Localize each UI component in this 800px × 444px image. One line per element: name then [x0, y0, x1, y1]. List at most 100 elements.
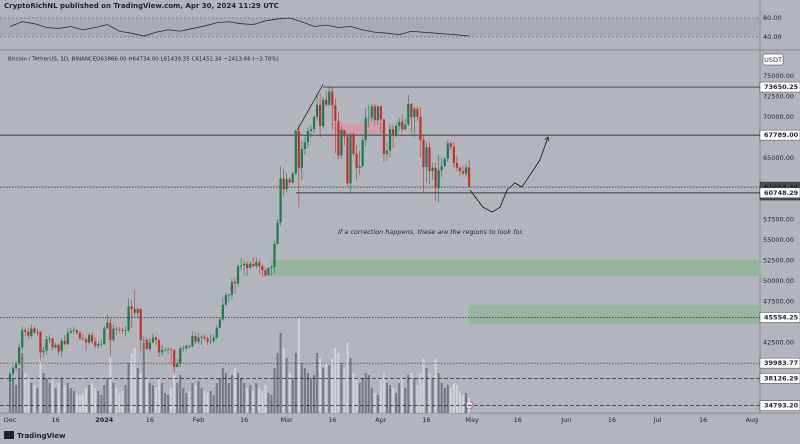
- volume-bar: [334, 348, 337, 413]
- volume-bar: [188, 391, 191, 413]
- volume-bar: [103, 385, 106, 413]
- candle-body: [404, 124, 407, 130]
- x-tick-label: Dec: [4, 416, 17, 424]
- candle-body: [391, 129, 395, 136]
- y-tick-label: 70000.00: [763, 113, 794, 121]
- volume-bar: [434, 358, 437, 413]
- x-tick-label: Aug: [745, 416, 758, 424]
- volume-bar: [182, 388, 185, 413]
- volume-bar: [118, 393, 121, 413]
- volume-bar: [465, 393, 468, 413]
- volume-bar: [398, 383, 401, 413]
- volume-bar: [45, 378, 48, 413]
- candle-body: [176, 363, 179, 368]
- candle-body: [97, 344, 100, 346]
- candle-body: [367, 117, 370, 119]
- y-tick-label: 57500.00: [763, 215, 794, 223]
- volume-bar: [191, 383, 194, 413]
- level-label: 67789.00: [764, 131, 799, 139]
- candle-body: [373, 106, 376, 121]
- level-label: 38126.29: [764, 374, 799, 382]
- volume-bar: [24, 373, 27, 413]
- volume-bar: [379, 378, 382, 413]
- volume-bar: [100, 395, 103, 413]
- candle-body: [458, 167, 462, 172]
- volume-bar: [48, 383, 51, 413]
- candle-body: [255, 262, 258, 267]
- candle-body: [328, 91, 331, 105]
- candle-body: [401, 121, 404, 130]
- candle-body: [337, 121, 340, 156]
- candle-body: [167, 349, 170, 350]
- candle-body: [443, 158, 446, 167]
- volume-bar: [395, 393, 398, 413]
- candle-body: [24, 330, 27, 332]
- x-tick-label: 16: [608, 416, 616, 424]
- candle-body: [66, 332, 69, 345]
- candle-body: [75, 330, 79, 333]
- candle-body: [331, 91, 334, 106]
- candle-body: [355, 153, 358, 168]
- candle-body: [239, 265, 243, 267]
- candle-body: [431, 167, 434, 172]
- x-tick-label: 16: [146, 416, 154, 424]
- volume-bar: [230, 375, 233, 413]
- candle-body: [227, 294, 231, 296]
- volume-bar: [54, 388, 57, 413]
- volume-bar: [355, 378, 358, 413]
- candle-body: [407, 103, 410, 125]
- volume-bar: [9, 383, 12, 413]
- candle-body: [121, 330, 124, 331]
- y-tick-label: 72500.00: [763, 92, 794, 100]
- volume-bar: [240, 378, 243, 413]
- candle-body: [154, 337, 158, 341]
- candle-body: [54, 344, 57, 348]
- volume-bar: [91, 383, 94, 413]
- volume-bar: [458, 391, 461, 413]
- volume-bar: [273, 368, 276, 413]
- volume-bar: [215, 383, 218, 413]
- candle-body: [63, 340, 66, 345]
- volume-bar: [81, 393, 84, 413]
- candle-body: [467, 167, 471, 188]
- volume-bar: [233, 368, 236, 413]
- volume-bar: [154, 388, 157, 413]
- candle-body: [279, 178, 282, 223]
- volume-bar: [285, 358, 288, 413]
- candle-body: [270, 267, 273, 268]
- volume-bar: [373, 393, 376, 413]
- candle-body: [294, 130, 297, 174]
- candle-body: [282, 178, 285, 190]
- candle-body: [300, 148, 303, 168]
- candle-body: [340, 130, 343, 156]
- rsi-tick-label: 80.00: [763, 14, 782, 22]
- volume-bar: [413, 378, 416, 413]
- candle-body: [221, 304, 224, 320]
- volume-bar: [270, 395, 273, 413]
- candle-body: [370, 106, 373, 118]
- candle-body: [173, 349, 176, 368]
- volume-bar: [428, 373, 431, 413]
- volume-bar: [370, 388, 373, 413]
- candle-body: [69, 330, 72, 333]
- candle-body: [142, 340, 145, 341]
- candle-body: [446, 143, 449, 159]
- volume-bar: [407, 375, 410, 413]
- symbol: Bitcoin / TetherUS, 1D, BINANCE: [8, 57, 97, 63]
- x-tick-label: Apr: [375, 416, 387, 424]
- volume-bar: [66, 383, 69, 413]
- volume-bar: [401, 378, 404, 413]
- volume-bar: [51, 381, 54, 413]
- y-tick-label: 47500.00: [763, 297, 794, 305]
- candle-body: [36, 331, 39, 333]
- candle-body: [30, 328, 33, 336]
- volume-bar: [422, 358, 425, 413]
- volume-bar: [358, 383, 361, 413]
- candle-body: [203, 336, 206, 339]
- trendline: [297, 84, 324, 131]
- candle-body: [106, 322, 109, 329]
- volume-bar: [85, 388, 88, 413]
- level-label: 34793.20: [764, 402, 799, 410]
- volume-bar: [30, 383, 33, 413]
- candle-body: [191, 335, 194, 347]
